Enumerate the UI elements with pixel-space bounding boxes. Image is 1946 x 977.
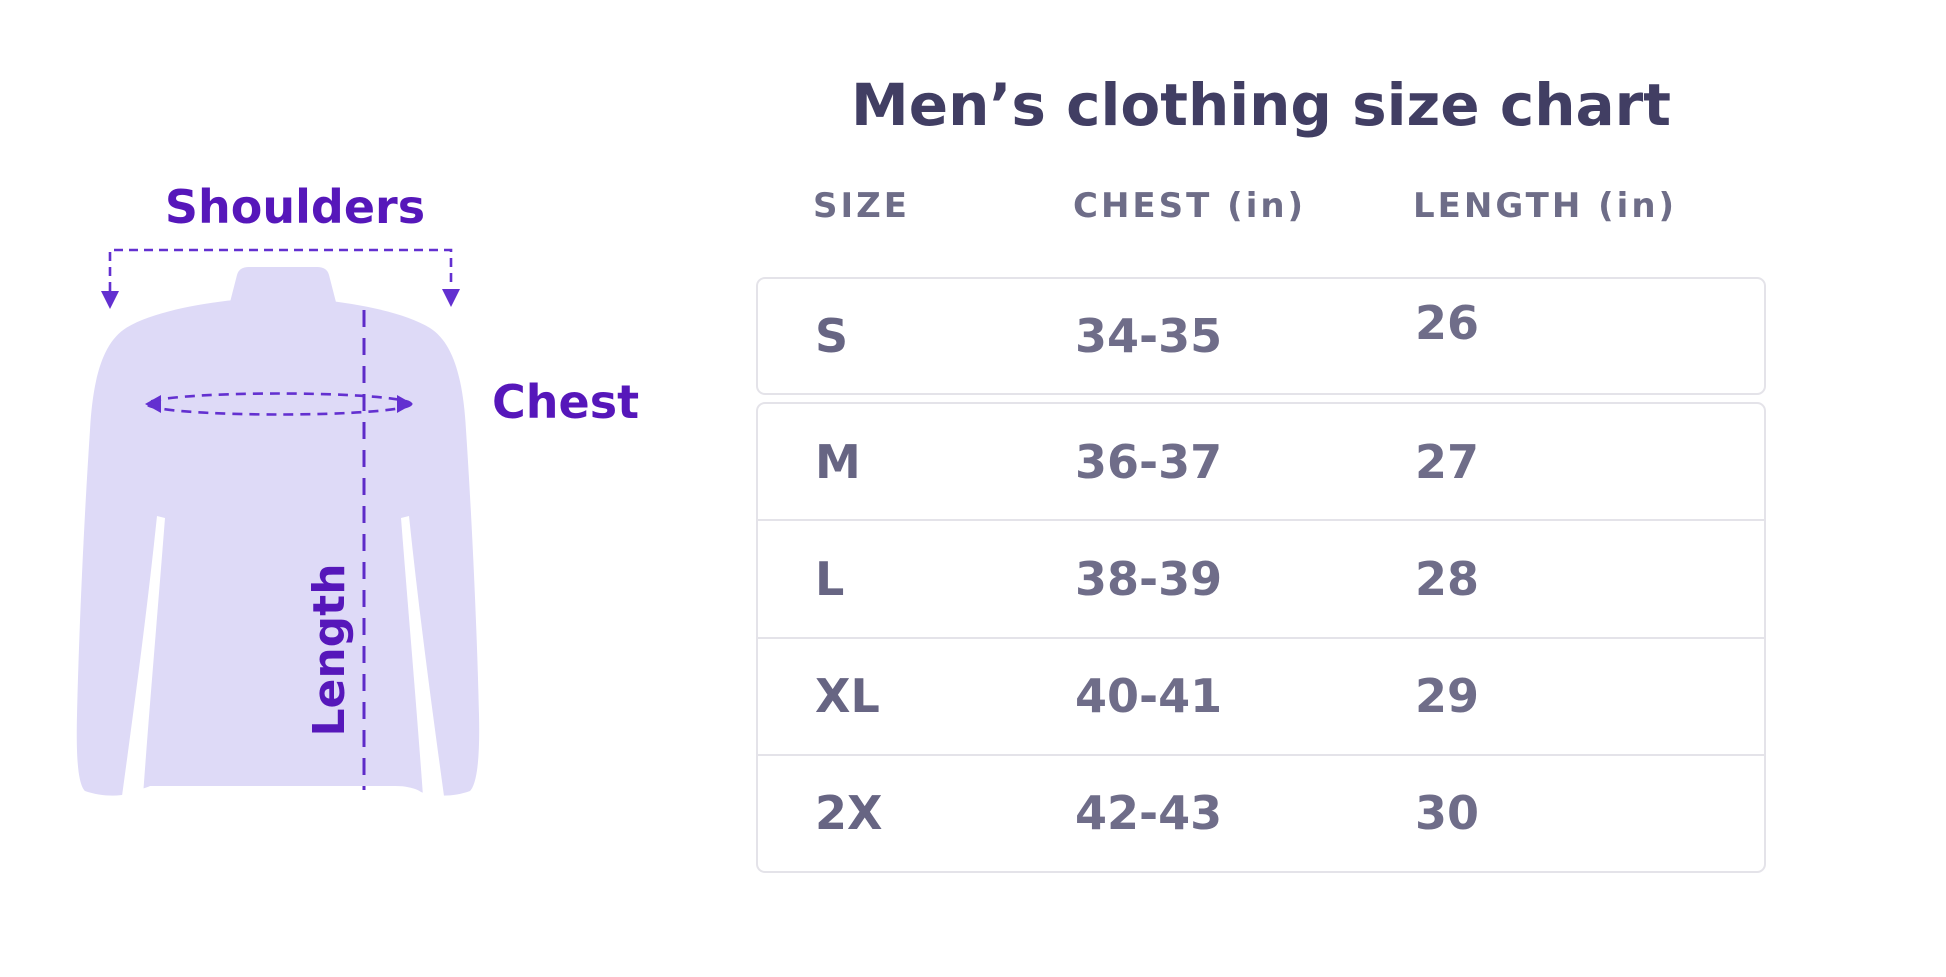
table-row: M 36-37 27 bbox=[758, 404, 1764, 519]
shoulders-measure-bracket bbox=[108, 248, 453, 306]
cell-size: 2X bbox=[815, 786, 883, 841]
table-row: S 34-35 26 bbox=[758, 279, 1764, 393]
cell-chest: 36-37 bbox=[1075, 434, 1223, 489]
cell-length: 28 bbox=[1415, 551, 1480, 606]
chest-arrow-right bbox=[397, 395, 413, 413]
chest-arrow-left bbox=[145, 395, 161, 413]
cell-size: M bbox=[815, 434, 861, 489]
cell-chest: 42-43 bbox=[1075, 786, 1223, 841]
page-title: Men’s clothing size chart bbox=[851, 71, 1671, 139]
shoulders-label: Shoulders bbox=[164, 180, 426, 234]
column-header-chest: CHEST (in) bbox=[1073, 186, 1307, 226]
cell-length: 27 bbox=[1415, 434, 1480, 489]
table-header-row: SIZE CHEST (in) LENGTH (in) bbox=[756, 186, 1766, 226]
table-card-first: S 34-35 26 bbox=[756, 277, 1766, 395]
cell-chest: 40-41 bbox=[1075, 669, 1223, 724]
cell-length: 29 bbox=[1415, 669, 1480, 724]
shirt-collar bbox=[228, 267, 338, 321]
cell-chest: 38-39 bbox=[1075, 551, 1223, 606]
cell-size: XL bbox=[815, 669, 880, 724]
table-row: 2X 42-43 30 bbox=[758, 753, 1764, 871]
shoulders-arrow-right bbox=[442, 289, 460, 307]
chest-label: Chest bbox=[492, 375, 640, 429]
column-header-size: SIZE bbox=[813, 186, 911, 226]
column-header-length: LENGTH (in) bbox=[1413, 186, 1678, 226]
cell-chest: 34-35 bbox=[1075, 309, 1223, 363]
cell-length: 26 bbox=[1415, 296, 1480, 350]
length-label: Length bbox=[304, 563, 355, 737]
shoulders-arrow-left bbox=[101, 291, 119, 309]
shirt-silhouette bbox=[76, 300, 480, 796]
right-sleeve-gap bbox=[401, 516, 444, 796]
table-row: L 38-39 28 bbox=[758, 519, 1764, 636]
table-card-rest: M 36-37 27 L 38-39 28 XL 40-41 29 2X 42-… bbox=[756, 402, 1766, 873]
cell-size: S bbox=[815, 309, 849, 363]
cell-size: L bbox=[815, 551, 845, 606]
cell-length: 30 bbox=[1415, 786, 1480, 841]
table-row: XL 40-41 29 bbox=[758, 636, 1764, 754]
left-sleeve-gap bbox=[122, 516, 165, 796]
